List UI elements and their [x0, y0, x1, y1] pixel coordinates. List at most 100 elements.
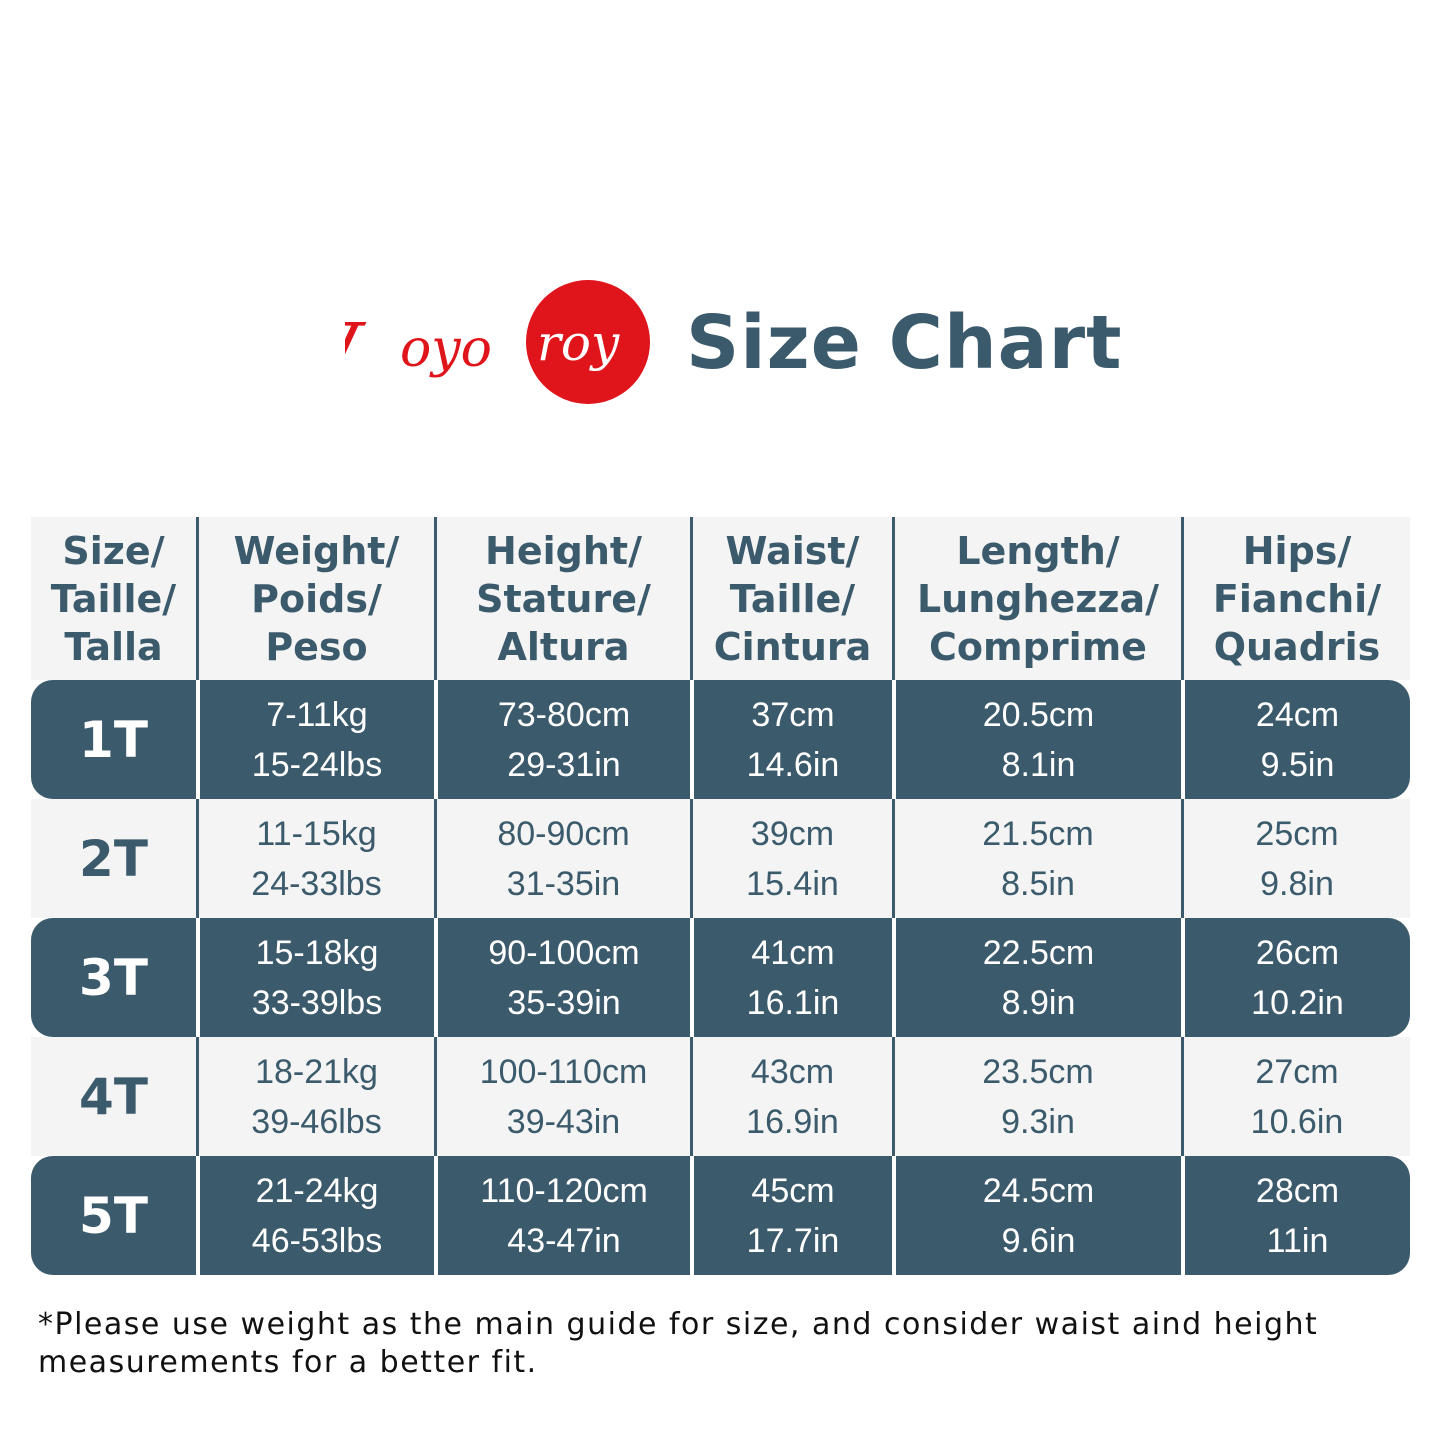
- measurement-cell: 100-110cm 39-43in: [434, 1037, 690, 1156]
- measurement-value: 90-100cm: [488, 933, 640, 972]
- header-line: Fianchi/: [1212, 576, 1382, 621]
- measurement-value: 21-24kg: [255, 1171, 379, 1210]
- measurement-cell: 73-80cm 29-31in: [434, 680, 690, 799]
- measurement-value: 20.5cm: [982, 695, 1095, 734]
- measurement-value: 9.3in: [1001, 1102, 1075, 1141]
- measurement-value: 31-35in: [506, 864, 621, 903]
- measurement-cell: 21.5cm 8.5in: [892, 799, 1181, 918]
- measurement-cell: 41cm 16.1in: [690, 918, 892, 1037]
- header-line: Poids/: [251, 576, 382, 621]
- measurement-cell: 15-18kg 33-39lbs: [196, 918, 434, 1037]
- measurement-cell: 20.5cm 8.1in: [892, 680, 1181, 799]
- measurement-value: 24.5cm: [982, 1171, 1095, 1210]
- measurement-value: 14.6in: [746, 745, 840, 784]
- measurement-cell: 25cm 9.8in: [1181, 799, 1410, 918]
- measurement-value: 22.5cm: [982, 933, 1095, 972]
- measurement-value: 46-53lbs: [251, 1221, 383, 1260]
- svg-text:J: J: [345, 308, 370, 390]
- measurement-value: 110-120cm: [480, 1171, 648, 1210]
- measurement-cell: 24cm 9.5in: [1181, 680, 1410, 799]
- measurement-value: 18-21kg: [255, 1052, 378, 1091]
- column-header: Weight/Poids/Peso: [196, 517, 434, 680]
- fit-note: *Please use weight as the main guide for…: [38, 1307, 1319, 1380]
- column-header: Size/Taille/Talla: [31, 517, 196, 680]
- size-chart-table: Size/Taille/Talla Weight/Poids/Peso Height…: [31, 517, 1410, 1275]
- size-cell: 5T: [79, 1186, 148, 1245]
- measurement-cell: 90-100cm 35-39in: [434, 918, 690, 1037]
- header-line: Stature/: [476, 576, 651, 621]
- measurement-value: 17.7in: [746, 1221, 840, 1260]
- measurement-value: 43cm: [750, 1052, 835, 1091]
- column-header: Waist/Taille/Cintura: [690, 517, 892, 680]
- measurement-value: 16.1in: [746, 983, 840, 1022]
- measurement-cell: 7-11kg 15-24lbs: [196, 680, 434, 799]
- measurement-cell: 39cm 15.4in: [690, 799, 892, 918]
- header-row: Size/Taille/Talla Weight/Poids/Peso Height…: [31, 517, 1410, 680]
- measurement-value: 7-11kg: [266, 695, 368, 734]
- measurement-cell: 37cm 14.6in: [690, 680, 892, 799]
- measurement-value: 26cm: [1255, 933, 1340, 972]
- size-cell: 2T: [79, 829, 148, 888]
- measurement-value: 73-80cm: [497, 695, 631, 734]
- measurement-value: 39cm: [750, 814, 835, 853]
- measurement-cell: 26cm 10.2in: [1181, 918, 1410, 1037]
- measurement-value: 24-33lbs: [251, 864, 382, 903]
- measurement-value: 11-15kg: [256, 814, 377, 853]
- measurement-value: 8.1in: [1001, 745, 1076, 784]
- measurement-value: 28cm: [1255, 1171, 1340, 1210]
- measurement-value: 100-110cm: [479, 1052, 648, 1091]
- svg-text:roy: roy: [537, 314, 620, 372]
- measurement-value: 9.6in: [1001, 1221, 1076, 1260]
- measurement-value: 24cm: [1255, 695, 1340, 734]
- header-line: Cintura: [713, 624, 872, 669]
- measurement-value: 10.6in: [1250, 1102, 1344, 1141]
- measurement-value: 39-43in: [506, 1102, 621, 1141]
- measurement-value: 37cm: [751, 695, 835, 734]
- header-line: Hips/: [1242, 528, 1352, 573]
- measurement-value: 15-18kg: [255, 933, 379, 972]
- header-line: Weight/: [233, 528, 400, 573]
- table-row: 5T 21-24kg 46-53lbs 110-120cm 43-47in 45cm 17.…: [31, 1156, 1410, 1275]
- measurement-value: 33-39lbs: [251, 983, 383, 1022]
- measurement-value: 15.4in: [746, 864, 839, 903]
- header-line: Waist/: [725, 528, 860, 573]
- size-cell: 3T: [79, 948, 148, 1007]
- measurement-value: 80-90cm: [497, 814, 630, 853]
- table-row: 3T 15-18kg 33-39lbs 90-100cm 35-39in 41cm 16.1…: [31, 918, 1410, 1037]
- header-line: Altura: [497, 624, 630, 669]
- measurement-value: 35-39in: [507, 983, 621, 1022]
- header-line: Taille/: [50, 576, 177, 621]
- measurement-value: 11in: [1266, 1221, 1329, 1260]
- measurement-value: 9.5in: [1260, 745, 1335, 784]
- header-line: Peso: [265, 624, 368, 669]
- size-cell: 4T: [79, 1067, 148, 1126]
- measurement-value: 10.2in: [1251, 983, 1344, 1022]
- header-line: Comprime: [929, 624, 1147, 669]
- svg-text:oyo: oyo: [400, 319, 492, 379]
- column-header: Length/Lunghezza/Comprime: [892, 517, 1181, 680]
- joyoroy-logo: J oyo roy: [345, 280, 650, 404]
- header-line: Height/: [485, 528, 642, 573]
- measurement-value: 16.9in: [746, 1102, 839, 1141]
- measurement-cell: 80-90cm 31-35in: [434, 799, 690, 918]
- column-header: Height/Stature/Altura: [434, 517, 690, 680]
- header-line: Length/: [956, 528, 1120, 573]
- measurement-cell: 23.5cm 9.3in: [892, 1037, 1181, 1156]
- column-header: Hips/Fianchi/Quadris: [1181, 517, 1410, 680]
- header-line: Size/: [62, 528, 165, 573]
- measurement-value: 9.8in: [1260, 864, 1334, 903]
- measurement-cell: 21-24kg 46-53lbs: [196, 1156, 434, 1275]
- header-line: Lunghezza/: [916, 576, 1160, 621]
- measurement-value: 43-47in: [507, 1221, 621, 1260]
- measurement-value: 39-46lbs: [251, 1102, 382, 1141]
- measurement-value: 23.5cm: [982, 1052, 1094, 1091]
- header-line: Quadris: [1213, 624, 1381, 669]
- table-row: 4T 18-21kg 39-46lbs 100-110cm 39-43in 43cm 16.…: [31, 1037, 1410, 1156]
- measurement-cell: 45cm 17.7in: [690, 1156, 892, 1275]
- header-line: Talla: [64, 624, 163, 669]
- measurement-value: 21.5cm: [982, 814, 1094, 853]
- measurement-value: 8.5in: [1001, 864, 1075, 903]
- header-line: Taille/: [729, 576, 856, 621]
- measurement-value: 25cm: [1255, 814, 1339, 853]
- measurement-value: 41cm: [751, 933, 835, 972]
